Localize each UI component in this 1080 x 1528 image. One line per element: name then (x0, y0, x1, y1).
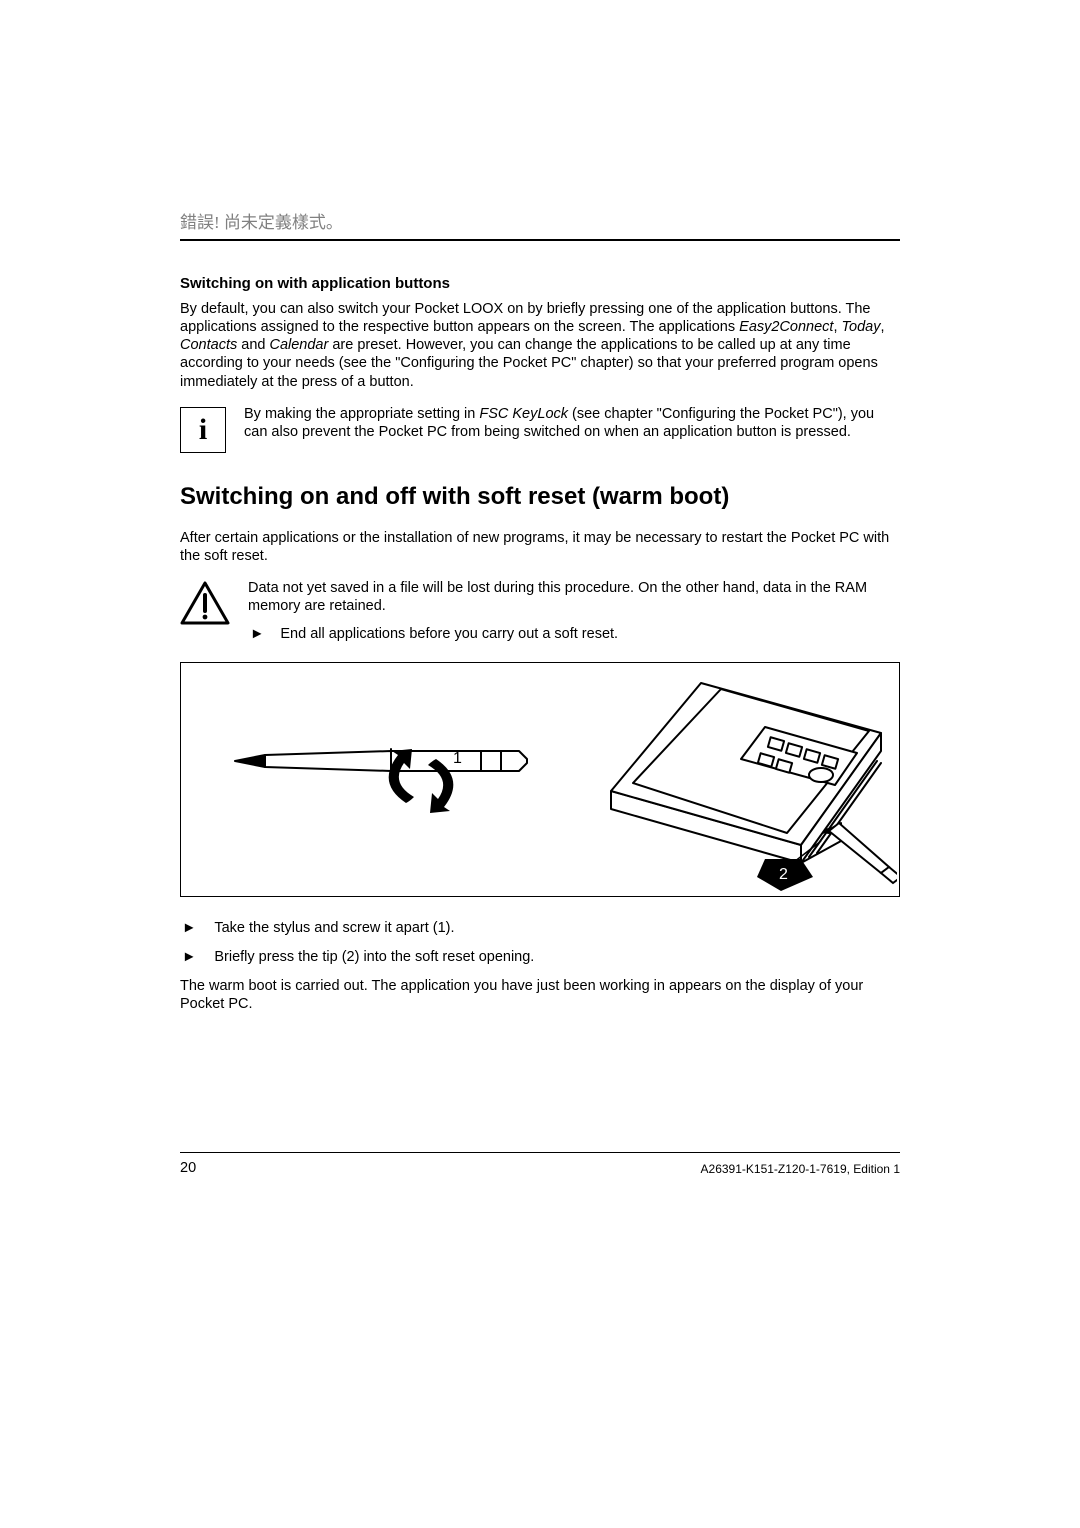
warning-callout: Data not yet saved in a file will be los… (180, 579, 900, 644)
step-1-text: Take the stylus and screw it apart (1). (214, 919, 454, 938)
s1p-4: , (881, 319, 885, 335)
step-arrow-icon: ► (182, 919, 196, 938)
info-callout: i By making the appropriate setting in F… (180, 405, 900, 453)
info-0: By making the appropriate setting in (244, 406, 479, 422)
section1-para: By default, you can also switch your Poc… (180, 300, 900, 391)
info-text: By making the appropriate setting in FSC… (244, 405, 900, 453)
warn-line1: Data not yet saved in a file will be los… (248, 579, 900, 615)
warning-icon (180, 581, 230, 625)
doc-id: A26391-K151-Z120-1-7619, Edition 1 (701, 1162, 900, 1176)
info-icon: i (180, 407, 226, 453)
s1p-2: , (833, 319, 841, 335)
bullet-arrow-icon: ► (250, 625, 264, 644)
warning-text: Data not yet saved in a file will be los… (248, 579, 900, 644)
figure: 1 (180, 662, 900, 897)
warn-bullet-text: End all applications before you carry ou… (280, 625, 618, 644)
section1-subhead: Switching on with application buttons (180, 275, 900, 292)
figure-label-1: 1 (453, 750, 462, 767)
step-2-text: Briefly press the tip (2) into the soft … (214, 948, 534, 967)
section2-para: After certain applications or the instal… (180, 529, 900, 565)
s1p-3: Today (842, 319, 881, 335)
step-arrow-icon: ► (182, 948, 196, 967)
figure-label-2: 2 (779, 866, 788, 883)
s1p-1: Easy2Connect (739, 319, 833, 335)
s1p-6: and (237, 337, 269, 353)
s1p-5: Contacts (180, 337, 237, 353)
s1p-7: Calendar (269, 337, 328, 353)
header-rule (180, 239, 900, 241)
steps-list: ► Take the stylus and screw it apart (1)… (180, 919, 900, 967)
info-1: FSC KeyLock (479, 406, 568, 422)
page-number: 20 (180, 1160, 196, 1176)
section2-title: Switching on and off with soft reset (wa… (180, 483, 900, 511)
closing-para: The warm boot is carried out. The applic… (180, 977, 900, 1013)
page-header: 錯誤! 尚未定義樣式。 (180, 208, 900, 233)
info-glyph: i (199, 413, 207, 447)
footer-rule (180, 1152, 900, 1153)
